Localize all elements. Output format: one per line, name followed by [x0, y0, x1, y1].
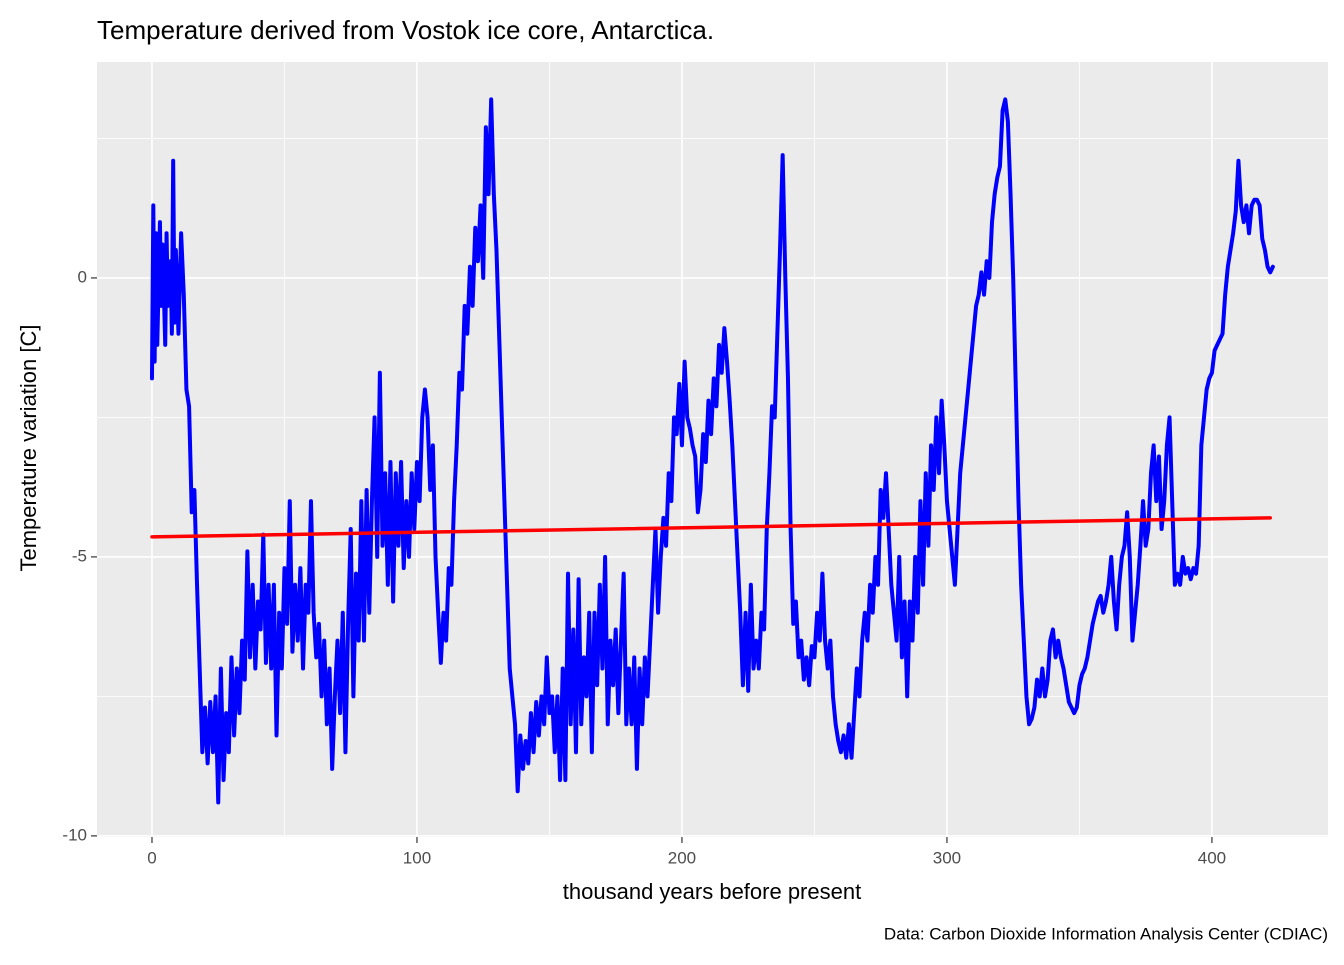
x-tick-label: 100 [403, 848, 431, 867]
data-line [149, 97, 1275, 805]
caption: Data: Carbon Dioxide Information Analysi… [884, 924, 1328, 943]
x-tick-label: 0 [147, 848, 156, 867]
x-tick-label: 200 [668, 848, 696, 867]
x-axis-title: thousand years before present [563, 879, 861, 904]
plot-background [97, 62, 1328, 837]
y-axis-title: Temperature variation [C] [16, 325, 41, 572]
y-tick-label: 0 [78, 267, 87, 286]
chart-title: Temperature derived from Vostok ice core… [97, 15, 714, 45]
data-line [150, 516, 1272, 539]
x-tick-label: 300 [933, 848, 961, 867]
y-tick-label: -5 [72, 546, 87, 565]
y-tick-label: -10 [62, 825, 87, 844]
x-tick-label: 400 [1198, 848, 1226, 867]
